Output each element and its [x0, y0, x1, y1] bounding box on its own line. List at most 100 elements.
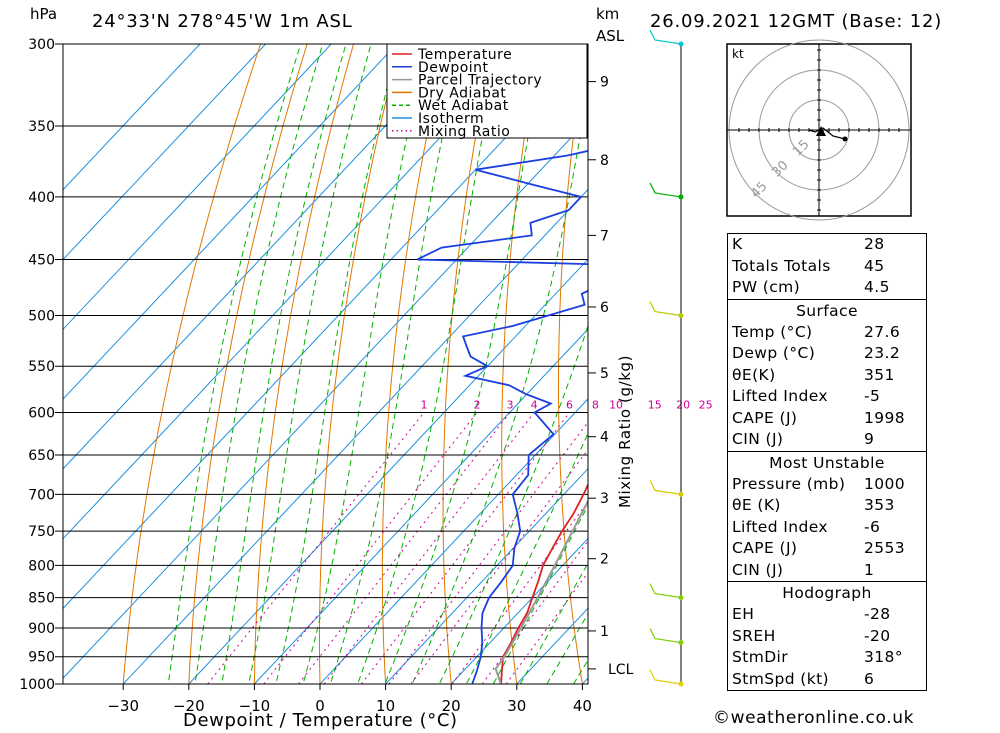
height-label: 8: [600, 153, 609, 169]
lcl-label: LCL: [608, 662, 634, 678]
index-label: CIN (J): [732, 430, 784, 448]
mixing-ratio-label: 2: [474, 398, 481, 411]
index-row: CAPE (J) 1998: [728, 408, 926, 430]
pressure-label: 1000: [19, 677, 55, 693]
wind-barb: [649, 583, 682, 599]
mixing-ratio-label: 1: [421, 398, 428, 411]
isotherm-line: [122, 188, 588, 684]
pressure-label: 850: [28, 591, 55, 607]
dry-adiabat-line: [319, 44, 401, 684]
index-row: Lifted Index -6: [728, 517, 926, 539]
x-tick-label: −20: [173, 697, 205, 715]
index-label: Totals Totals: [732, 256, 831, 275]
index-row: Totals Totals 45: [728, 256, 926, 278]
isotherm-line: [319, 398, 588, 684]
wind-profile: [649, 29, 684, 687]
wind-barb: [649, 480, 682, 495]
index-value: 351: [864, 365, 895, 384]
wind-barb: [649, 669, 682, 685]
index-row: CAPE (J) 2553: [728, 538, 926, 560]
profiles: [416, 150, 588, 684]
index-label: StmSpd (kt): [732, 669, 830, 688]
hodograph-title: Hodograph: [782, 584, 872, 602]
temperature-line: [500, 482, 588, 684]
index-value: 1: [864, 560, 875, 579]
index-row: StmSpd (kt) 6: [728, 669, 926, 691]
mixing-ratio-line: [410, 448, 588, 684]
wind-barb: [649, 182, 682, 198]
index-row: CIN (J) 9: [728, 429, 926, 451]
index-label: Lifted Index: [732, 517, 828, 536]
hodograph-unit: kt: [732, 47, 744, 61]
index-row: StmDir 318°: [728, 647, 926, 669]
x-tick-label: 10: [376, 697, 395, 715]
dry-adiabat-line: [957, 7, 1000, 710]
plot-frame: [62, 43, 589, 685]
index-value: 353: [864, 496, 895, 514]
height-label: 1: [600, 624, 609, 640]
height-label: 5: [600, 366, 609, 382]
index-row: θE (K) 353: [728, 495, 926, 517]
pressure-unit: hPa: [30, 5, 57, 23]
index-row: Lifted Index -5: [728, 386, 926, 408]
surface-title: Surface: [796, 301, 858, 320]
x-tick-labels: −30 −20 −10 0 10 20 30 40: [107, 684, 592, 715]
index-row: PW (cm) 4.5: [728, 277, 926, 299]
height-label: 6: [600, 300, 609, 316]
wet-adiabat-line: [546, 612, 588, 684]
index-label: StmDir: [732, 648, 789, 666]
mixing-ratio-label: 20: [676, 398, 690, 411]
index-value: 2553: [864, 539, 906, 557]
x-tick-label: −10: [239, 697, 271, 715]
legend-label: Parcel Trajectory: [418, 73, 542, 89]
mixing-ratio-labels: 1 2 3 4 6 8 10 15 20 25: [421, 398, 713, 411]
wet-adiabat-line: [221, 44, 347, 684]
wet-adiabats: [167, 44, 588, 684]
wet-adiabat-line: [275, 44, 399, 684]
index-label: θE(K): [732, 365, 776, 384]
hodograph-point: [842, 136, 848, 142]
indices-box: K 28 Totals Totals 45 PW (cm) 4.5: [727, 233, 927, 300]
index-label: θE (K): [732, 496, 781, 514]
isotherm-line: [63, 44, 332, 331]
wind-barb: [649, 29, 682, 45]
legend-label: Mixing Ratio: [418, 124, 510, 140]
isotherm-line: [63, 44, 398, 400]
mixing-ratio-line: [361, 412, 570, 684]
isotherm-line: [63, 44, 201, 191]
mixing-ratio-label: 15: [648, 398, 662, 411]
index-label: Temp (°C): [732, 322, 813, 341]
index-label: Pressure (mb): [732, 474, 846, 493]
mixing-ratio-label: 10: [609, 398, 623, 411]
index-value: 4.5: [864, 278, 890, 296]
x-axis-label: Dewpoint / Temperature (°C): [183, 710, 458, 731]
credit-text: ©weatheronline.co.uk: [713, 708, 915, 728]
mixing-ratio-label: 8: [592, 398, 599, 411]
dry-adiabat-line: [667, 7, 720, 710]
mixing-ratio-label: 25: [699, 398, 713, 411]
index-label: Dewp (°C): [732, 344, 816, 362]
pressure-label: 800: [28, 558, 55, 574]
mixing-ratio-line: [505, 571, 588, 684]
dewpoint-line: [416, 150, 588, 684]
height-label: 9: [600, 75, 609, 91]
datetime-title: 26.09.2021 12GMT (Base: 12): [650, 11, 942, 32]
index-value: -20: [864, 626, 891, 645]
wet-adiabat-line: [384, 44, 546, 684]
index-label: K: [732, 235, 743, 253]
index-value: 1000: [864, 474, 906, 493]
pressure-label: 550: [28, 359, 55, 375]
mixing-ratio-line: [323, 412, 535, 684]
index-label: EH: [732, 605, 755, 623]
mixing-ratio-label: 4: [531, 398, 538, 411]
surface-box: Surface Temp (°C) 27.6 Dewp (°C) 23.2 θE(K) 3…: [727, 298, 927, 452]
height-ticks: 9 8 7 6 5 4 3 2 1 LCL: [588, 75, 634, 678]
mixing-ratio-label: 6: [566, 398, 573, 411]
index-row: CIN (J) 1: [728, 560, 926, 582]
dry-adiabat-line: [253, 44, 355, 684]
mixing-ratio-line: [298, 412, 511, 684]
wet-adiabat-line: [248, 44, 372, 684]
most-unstable-title: Most Unstable: [769, 453, 885, 472]
